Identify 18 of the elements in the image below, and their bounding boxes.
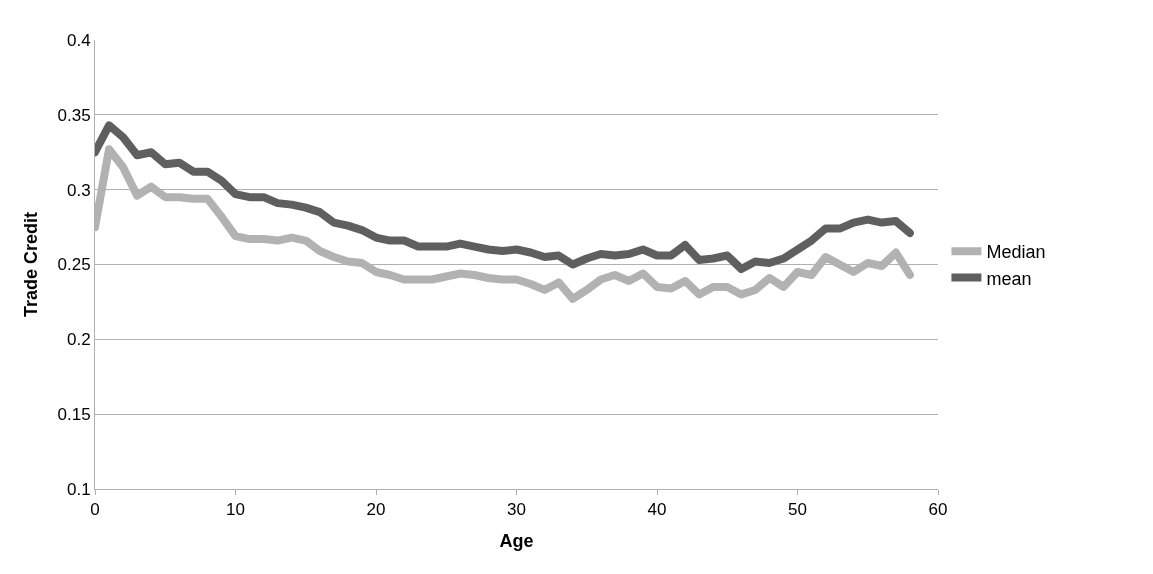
- y-axis-title: Trade Credit: [20, 211, 41, 318]
- x-tick-label: 60: [928, 500, 948, 520]
- legend-label: mean: [986, 268, 1032, 289]
- y-tick-label: 0.4: [66, 30, 91, 50]
- y-tick-label: 0.1: [66, 479, 91, 499]
- x-tick-label: 50: [788, 500, 807, 520]
- y-tick-label: 0.25: [57, 255, 91, 275]
- x-tick-label: 0: [90, 500, 100, 520]
- x-axis-title: Age: [499, 530, 534, 551]
- y-tick-label: 0.35: [57, 105, 91, 125]
- x-tick-label: 10: [226, 500, 245, 520]
- y-tick-label: 0.15: [57, 405, 91, 425]
- y-tick-label: 0.2: [66, 330, 91, 350]
- x-tick-label: 40: [647, 500, 667, 520]
- x-tick-label: 20: [366, 500, 386, 520]
- y-tick-label: 0.3: [66, 180, 91, 200]
- x-tick-label: 30: [507, 500, 526, 520]
- legend-label: Median: [986, 242, 1046, 263]
